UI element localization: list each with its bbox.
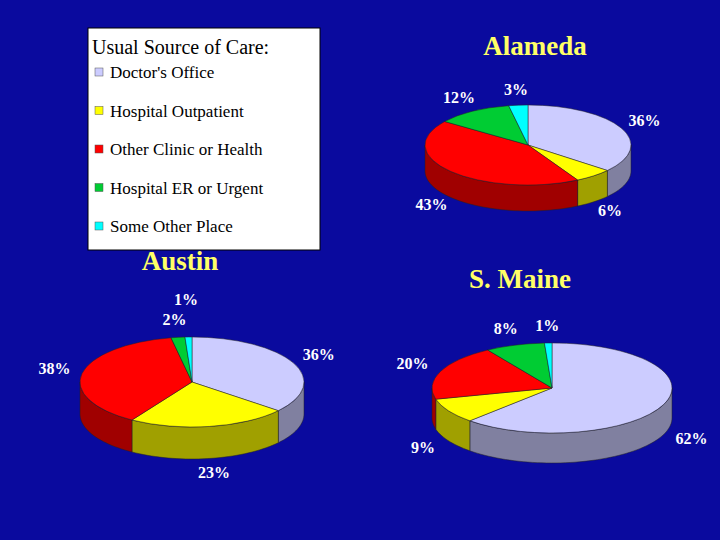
pie-slice — [445, 106, 528, 145]
background — [0, 0, 720, 540]
legend-box — [88, 28, 320, 250]
legend-label: Hospital Outpatient — [110, 102, 244, 121]
chart-svg: Usual Source of Care: Doctor's Office Hosp… — [0, 0, 720, 540]
pie-slice — [80, 338, 192, 420]
legend-label: Doctor's Office — [110, 63, 214, 82]
data-label: 9% — [411, 439, 435, 456]
legend: Usual Source of Care: Doctor's Office Hosp… — [88, 28, 320, 250]
data-label: 3% — [504, 81, 528, 98]
chart-container: Usual Source of Care: Doctor's Office Hosp… — [0, 0, 720, 540]
pie-title: Alameda — [483, 31, 587, 61]
legend-swatch — [95, 68, 103, 76]
data-label: 36% — [303, 346, 335, 363]
legend-label: Other Clinic or Health — [110, 140, 263, 159]
pie-title: S. Maine — [469, 264, 571, 294]
legend-swatch — [95, 222, 103, 230]
legend-label: Some Other Place — [110, 217, 233, 236]
data-label: 1% — [174, 291, 198, 308]
pie-slice — [509, 105, 528, 145]
data-label: 8% — [494, 320, 518, 337]
legend-label: Hospital ER or Urgent — [110, 179, 263, 198]
data-label: 1% — [535, 317, 559, 334]
pie-title: Austin — [142, 246, 219, 276]
legend-swatch — [95, 145, 103, 153]
data-label: 23% — [198, 464, 230, 481]
data-label: 2% — [162, 311, 186, 328]
pie: 36% 23% 38% 2% 1% — [38, 291, 334, 481]
legend-swatch — [95, 184, 103, 192]
pie: 36% 6% 43% 12% 3% — [415, 81, 660, 219]
legend-swatch — [95, 107, 103, 115]
pie-slice — [185, 337, 192, 382]
data-label: 38% — [38, 360, 70, 377]
data-label: 62% — [675, 430, 707, 447]
data-label: 36% — [628, 112, 660, 129]
pie-slice — [171, 337, 192, 382]
data-label: 43% — [415, 196, 447, 213]
pie: 62% 9% 20% 8% 1% — [397, 317, 708, 463]
data-label: 20% — [397, 355, 429, 372]
data-label: 6% — [598, 202, 622, 219]
pie-slice — [544, 343, 552, 388]
data-label: 12% — [443, 89, 475, 106]
pie-slice — [488, 343, 552, 388]
legend-title: Usual Source of Care: — [92, 36, 269, 58]
